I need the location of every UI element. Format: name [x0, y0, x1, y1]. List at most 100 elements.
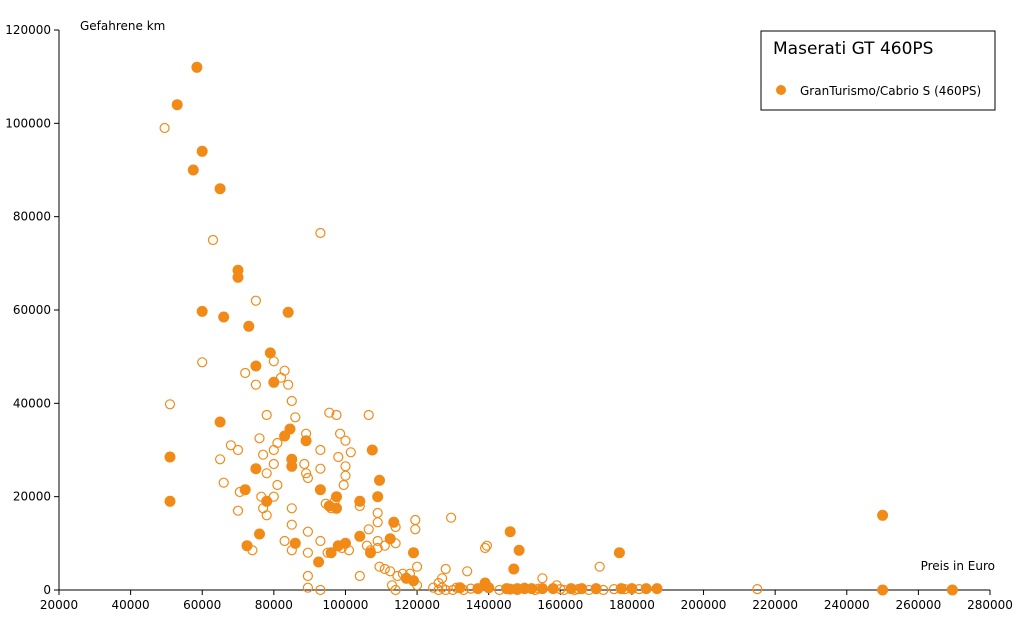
data-point-open: [428, 582, 439, 593]
data-point-open: [752, 583, 763, 595]
data-point-filled: [261, 495, 273, 507]
data-point-filled: [640, 583, 652, 595]
data-point-open: [363, 409, 374, 421]
data-point-open: [159, 122, 170, 134]
data-point-filled: [626, 583, 638, 595]
data-point-open: [440, 563, 451, 575]
data-point-filled: [314, 484, 326, 496]
data-point-filled: [268, 376, 280, 388]
y-tick-label: 40000: [13, 396, 51, 410]
x-tick-label: 240000: [824, 598, 870, 612]
data-point-open: [232, 505, 244, 516]
data-point-filled: [877, 584, 889, 596]
series-open-points: [159, 122, 763, 596]
data-point-open: [372, 517, 383, 528]
data-point-open: [340, 435, 351, 446]
legend-box: [760, 30, 996, 111]
data-point-open: [207, 234, 219, 246]
data-point-filled: [171, 99, 183, 111]
data-point-filled: [325, 547, 337, 559]
data-point-filled: [365, 547, 376, 559]
data-point-open: [272, 437, 283, 449]
data-point-filled: [187, 164, 199, 176]
data-point-filled: [388, 516, 400, 528]
data-point-open: [374, 561, 385, 572]
x-tick-label: 140000: [466, 598, 512, 612]
data-point-open: [283, 379, 294, 390]
data-point-open: [410, 524, 421, 535]
data-point-open: [446, 512, 457, 523]
data-point-open: [315, 227, 326, 239]
data-point-open: [315, 444, 326, 456]
data-point-open: [218, 477, 229, 488]
data-point-filled: [331, 502, 342, 514]
data-point-open: [331, 409, 342, 421]
data-point-filled: [613, 547, 625, 559]
x-tick-label: 120000: [394, 598, 440, 612]
data-point-filled: [615, 583, 627, 595]
data-point-open: [372, 535, 383, 547]
data-point-open: [164, 399, 176, 410]
data-point-filled: [331, 491, 342, 503]
data-point-open: [279, 535, 290, 547]
data-point-open: [299, 458, 310, 470]
y-tick-label: 80000: [13, 210, 51, 224]
data-point-filled: [282, 306, 294, 318]
data-point-filled: [264, 347, 276, 359]
data-point-filled: [300, 435, 312, 447]
x-tick-label: 160000: [537, 598, 583, 612]
data-point-open: [363, 524, 374, 535]
data-point-open: [302, 582, 313, 593]
data-point-open: [335, 428, 346, 439]
data-point-filled: [877, 509, 889, 521]
data-point-filled: [196, 305, 208, 317]
x-axis-ticks: 20000 40000 60000 80000 100000 120000 140000 16…: [40, 590, 1013, 612]
data-point-open: [379, 540, 390, 551]
data-point-filled: [565, 583, 577, 595]
data-point-filled: [536, 583, 548, 595]
data-point-filled: [354, 530, 366, 542]
data-point-open: [261, 409, 272, 421]
data-point-filled: [576, 583, 588, 595]
data-point-open: [268, 444, 279, 456]
data-point-open: [302, 547, 313, 558]
x-tick-label: 60000: [183, 598, 221, 612]
x-tick-label: 220000: [752, 598, 798, 612]
data-point-filled: [218, 311, 230, 323]
data-point-open: [315, 535, 326, 547]
chart-title: Maserati GT 460PS: [773, 39, 933, 59]
data-point-filled: [590, 583, 602, 595]
x-tick-label: 180000: [609, 598, 655, 612]
data-point-filled: [279, 430, 291, 442]
data-point-filled: [526, 583, 538, 595]
data-point-filled: [164, 451, 176, 463]
data-point-filled: [191, 61, 203, 73]
data-point-filled: [354, 495, 366, 507]
data-point-open: [301, 468, 312, 479]
data-point-open: [385, 566, 396, 577]
data-point-open: [440, 584, 451, 596]
data-point-filled: [547, 583, 559, 595]
data-point-filled: [366, 444, 378, 456]
data-point-filled: [513, 544, 525, 556]
x-tick-label: 80000: [255, 598, 293, 612]
data-point-filled: [384, 533, 396, 545]
data-point-filled: [241, 540, 253, 552]
data-point-open: [390, 584, 401, 596]
data-point-open: [340, 470, 351, 481]
data-point-filled: [408, 575, 419, 587]
data-point-filled: [239, 484, 251, 496]
data-point-open: [250, 379, 261, 390]
data-point-open: [333, 451, 344, 463]
data-point-open: [345, 447, 356, 458]
data-point-open: [302, 570, 313, 582]
data-point-filled: [196, 145, 208, 157]
data-point-open: [462, 566, 473, 577]
data-point-open: [240, 367, 251, 379]
data-point-open: [354, 570, 365, 582]
data-point-filled: [372, 491, 384, 503]
y-axis-title: Gefahrene km: [80, 19, 165, 33]
data-point-open: [315, 584, 326, 596]
data-point-open: [324, 407, 335, 418]
